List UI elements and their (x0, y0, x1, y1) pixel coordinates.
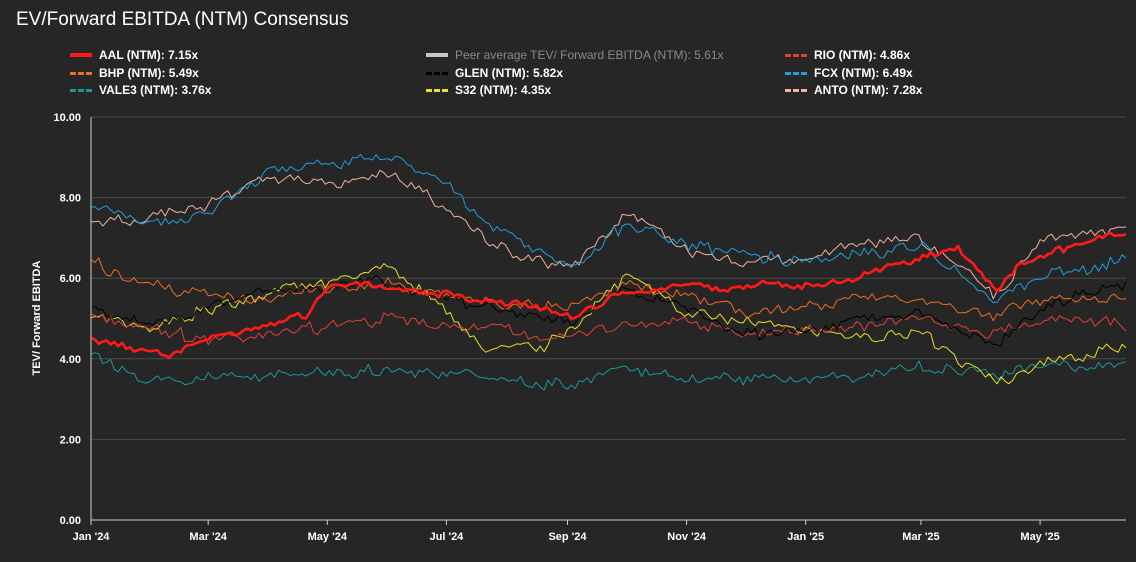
legend-value-aal: 7.15x (168, 48, 199, 62)
legend-swatch-aal (70, 53, 92, 57)
legend-item-glen[interactable]: GLEN (NTM): 5.82x (426, 66, 563, 80)
grid-lines (91, 116, 1126, 521)
series-line-glen (90, 274, 1127, 347)
series-line-bhp (90, 257, 1127, 322)
legend-item-rio[interactable]: RIO (NTM): 4.86x (785, 48, 910, 62)
y-tick-label: 8.00 (60, 193, 81, 205)
legend-item-fcx[interactable]: FCX (NTM): 6.49x (785, 66, 913, 80)
x-tick-label: Sep '24 (548, 531, 587, 543)
legend-value-vale3: 3.76x (181, 83, 212, 97)
y-tick-label: 10.00 (53, 112, 81, 124)
legend-swatch-fcx (785, 71, 807, 75)
legend-swatch-s32 (426, 88, 448, 92)
series-line-anto (90, 169, 1127, 300)
legend-label-glen: GLEN (NTM) (455, 66, 526, 80)
legend-item-s32[interactable]: S32 (NTM): 4.35x (426, 83, 551, 97)
x-tick-label: May '25 (1020, 531, 1059, 543)
legend-item-vale3[interactable]: VALE3 (NTM): 3.76x (70, 83, 211, 97)
legend-value-peer-average: 5.61x (694, 48, 724, 62)
x-tick-label: May '24 (308, 531, 348, 543)
legend-swatch-bhp (70, 71, 92, 75)
legend-value-bhp: 5.49x (168, 66, 199, 80)
y-tick-label: 0.00 (60, 515, 81, 527)
x-tick-label: Jan '25 (787, 531, 824, 543)
legend-value-fcx: 6.49x (882, 66, 913, 80)
x-tick-label: Jul '24 (430, 531, 465, 543)
legend-swatch-vale3 (70, 88, 92, 92)
legend-swatch-anto (785, 88, 807, 92)
y-tick-label: 4.00 (60, 354, 81, 366)
series-line-aal (90, 231, 1127, 360)
y-tick-label: 6.00 (60, 273, 81, 285)
legend-label-peer-average: Peer average TEV/ Forward EBITDA (NTM) (455, 48, 688, 62)
series-line-vale3 (90, 352, 1127, 391)
legend-label-fcx: FCX (NTM) (814, 66, 876, 80)
x-tick-label: Mar '25 (902, 531, 939, 543)
legend-swatch-rio (785, 53, 807, 57)
legend-label-vale3: VALE3 (NTM) (99, 83, 175, 97)
legend-value-glen: 5.82x (533, 66, 564, 80)
legend-label-aal: AAL (NTM) (99, 48, 161, 62)
x-tick-label: Jan '24 (73, 531, 111, 543)
series-lines (90, 154, 1127, 391)
legend-label-bhp: BHP (NTM) (99, 66, 162, 80)
legend-label-s32: S32 (NTM) (455, 83, 514, 97)
series-line-s32 (90, 263, 1127, 385)
legend-label-rio: RIO (NTM) (814, 48, 873, 62)
legend-swatch-glen (426, 71, 448, 75)
legend-item-aal[interactable]: AAL (NTM): 7.15x (70, 48, 198, 62)
legend-item-anto[interactable]: ANTO (NTM): 7.28x (785, 83, 922, 97)
legend-label-anto: ANTO (NTM) (814, 83, 886, 97)
y-axis-label: TEV/ Forward EBITDA (31, 260, 43, 375)
axes: 0.00 2.00 4.00 6.00 8.00 10.00 Jan '24 Mar '24 M… (53, 112, 1059, 543)
y-tick-label: 2.00 (60, 434, 81, 446)
legend-value-s32: 4.35x (521, 83, 552, 97)
legend-item-bhp[interactable]: BHP (NTM): 5.49x (70, 66, 199, 80)
x-tick-label: Mar '24 (189, 531, 227, 543)
legend-swatch-peer-average (426, 53, 448, 57)
legend-item-peer-average[interactable]: Peer average TEV/ Forward EBITDA (NTM): … (426, 48, 724, 62)
legend-value-anto: 7.28x (892, 83, 923, 97)
legend-value-rio: 4.86x (880, 48, 911, 62)
series-line-fcx (90, 154, 1127, 304)
x-tick-label: Nov '24 (667, 531, 707, 543)
chart-title: EV/Forward EBITDA (NTM) Consensus (16, 9, 349, 30)
